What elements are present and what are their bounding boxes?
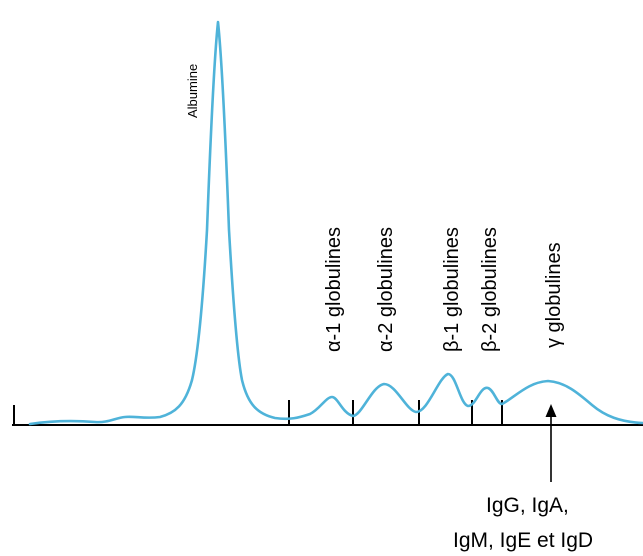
albumine-label: Albumine — [185, 64, 200, 118]
arrow-head-icon — [545, 404, 557, 417]
immunoglobulin-annotation-line-2: IgM, IgE et IgD — [453, 529, 593, 552]
beta-2-globulines-label: β-2 globulines — [479, 227, 501, 352]
immunoglobulin-annotation-line-1: IgG, IgA, — [486, 494, 569, 517]
electrophoresis-curve — [28, 20, 643, 426]
alpha-2-globulines-label: α-2 globulines — [375, 227, 397, 352]
gamma-globulines-label: γ globulines — [543, 242, 565, 348]
beta-1-globulines-label: β-1 globulines — [441, 227, 463, 352]
alpha-1-globulines-label: α-1 globulines — [323, 227, 345, 352]
